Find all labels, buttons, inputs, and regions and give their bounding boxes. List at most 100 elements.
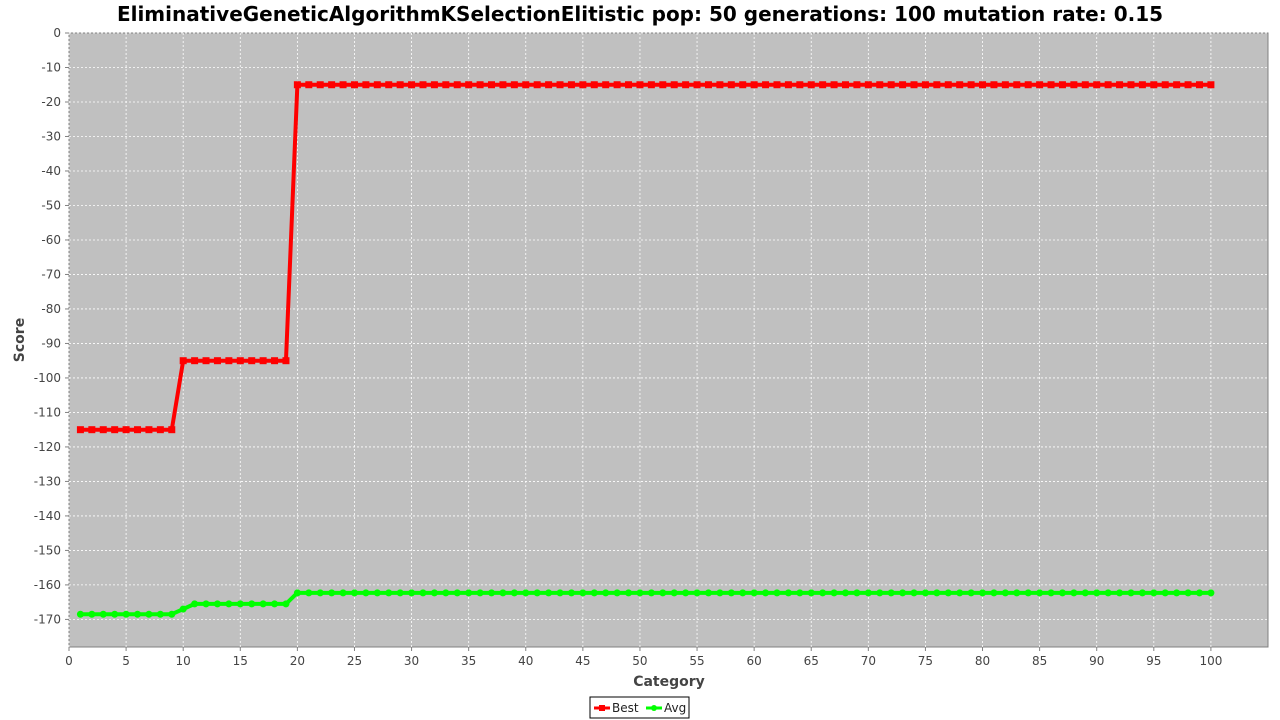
series-avg-point [1024,589,1032,597]
series-avg-point [830,589,838,597]
series-best-point [1093,81,1101,89]
series-avg-point [1036,589,1044,597]
x-tick-label: 5 [122,654,130,668]
series-avg-point [202,600,210,608]
series-best-point [579,81,587,89]
series-avg-point [876,589,884,597]
series-best-point [442,81,450,89]
series-best-point [122,426,130,434]
y-tick-label: -30 [41,129,61,143]
series-avg-point [716,589,724,597]
series-best-point [670,81,678,89]
series-avg-point [1138,589,1146,597]
series-best-point [328,81,336,89]
y-tick-label: 0 [53,26,61,40]
series-avg-point [682,589,690,597]
series-best-point [1104,81,1112,89]
y-tick-label: -130 [34,474,61,488]
series-avg-point [362,589,370,597]
series-best-point [134,426,142,434]
y-tick-label: -110 [34,405,61,419]
series-avg-point [762,589,770,597]
series-best-point [590,81,598,89]
x-tick-label: 0 [65,654,73,668]
series-best-point [408,81,416,89]
series-avg-point [1127,589,1135,597]
x-tick-label: 85 [1032,654,1047,668]
series-best-point [625,81,633,89]
x-tick-label: 35 [461,654,476,668]
series-best-point [727,81,735,89]
series-best-point [99,426,107,434]
series-avg-point [819,589,827,597]
x-tick-label: 15 [233,654,248,668]
y-tick-label: -80 [41,302,61,316]
series-best-point [704,81,712,89]
series-best-point [773,81,781,89]
series-avg-point [248,600,256,608]
series-best-point [682,81,690,89]
series-best-point [202,357,210,365]
series-avg-point [316,589,324,597]
x-tick-label: 20 [290,654,305,668]
series-avg-point [259,600,267,608]
series-best-point [750,81,758,89]
x-tick-label: 90 [1089,654,1104,668]
series-best-point [168,426,176,434]
legend-avg-marker [651,705,657,711]
series-best-point [111,426,119,434]
series-best-point [921,81,929,89]
series-best-point [841,81,849,89]
series-best-point [830,81,838,89]
series-best-point [191,357,199,365]
series-best-point [1195,81,1203,89]
legend-box [589,696,690,719]
series-avg-point [168,610,176,618]
series-avg-point [967,589,975,597]
series-avg-point [111,610,119,618]
series-avg-point [191,600,199,608]
series-best-point [510,81,518,89]
series-avg-point [134,610,142,618]
series-avg-point [442,589,450,597]
series-avg-point [1058,589,1066,597]
series-avg-point [419,589,427,597]
series-best-point [271,357,279,365]
series-avg-point [602,589,610,597]
x-tick-label: 75 [918,654,933,668]
series-best-point [1184,81,1192,89]
series-avg-point [613,589,621,597]
series-avg-point [293,589,301,597]
series-best-point [419,81,427,89]
series-avg-point [773,589,781,597]
series-avg-point [122,610,130,618]
chart-title: EliminativeGeneticAlgorithmKSelectionEli… [116,2,1164,26]
series-best-point [647,81,655,89]
x-tick-label: 45 [575,654,590,668]
series-avg-point [430,589,438,597]
series-avg-point [1161,589,1169,597]
series-avg-point [465,589,473,597]
series-avg-point [156,610,164,618]
series-best-point [602,81,610,89]
series-best-point [819,81,827,89]
series-best-point [613,81,621,89]
series-avg-point [1001,589,1009,597]
series-avg-point [1070,589,1078,597]
series-best-point [533,81,541,89]
series-avg-point [636,589,644,597]
y-axis-title: Score [12,318,28,362]
series-avg-point [807,589,815,597]
x-tick-label: 40 [518,654,533,668]
series-best-point [339,81,347,89]
series-best-point [1058,81,1066,89]
series-best-point [305,81,313,89]
series-avg-point [1104,589,1112,597]
series-best-point [784,81,792,89]
y-tick-label: -100 [34,371,61,385]
series-best-point [1036,81,1044,89]
series-best-point [488,81,496,89]
series-avg-point [750,589,758,597]
series-best-point [636,81,644,89]
series-avg-point [522,589,530,597]
